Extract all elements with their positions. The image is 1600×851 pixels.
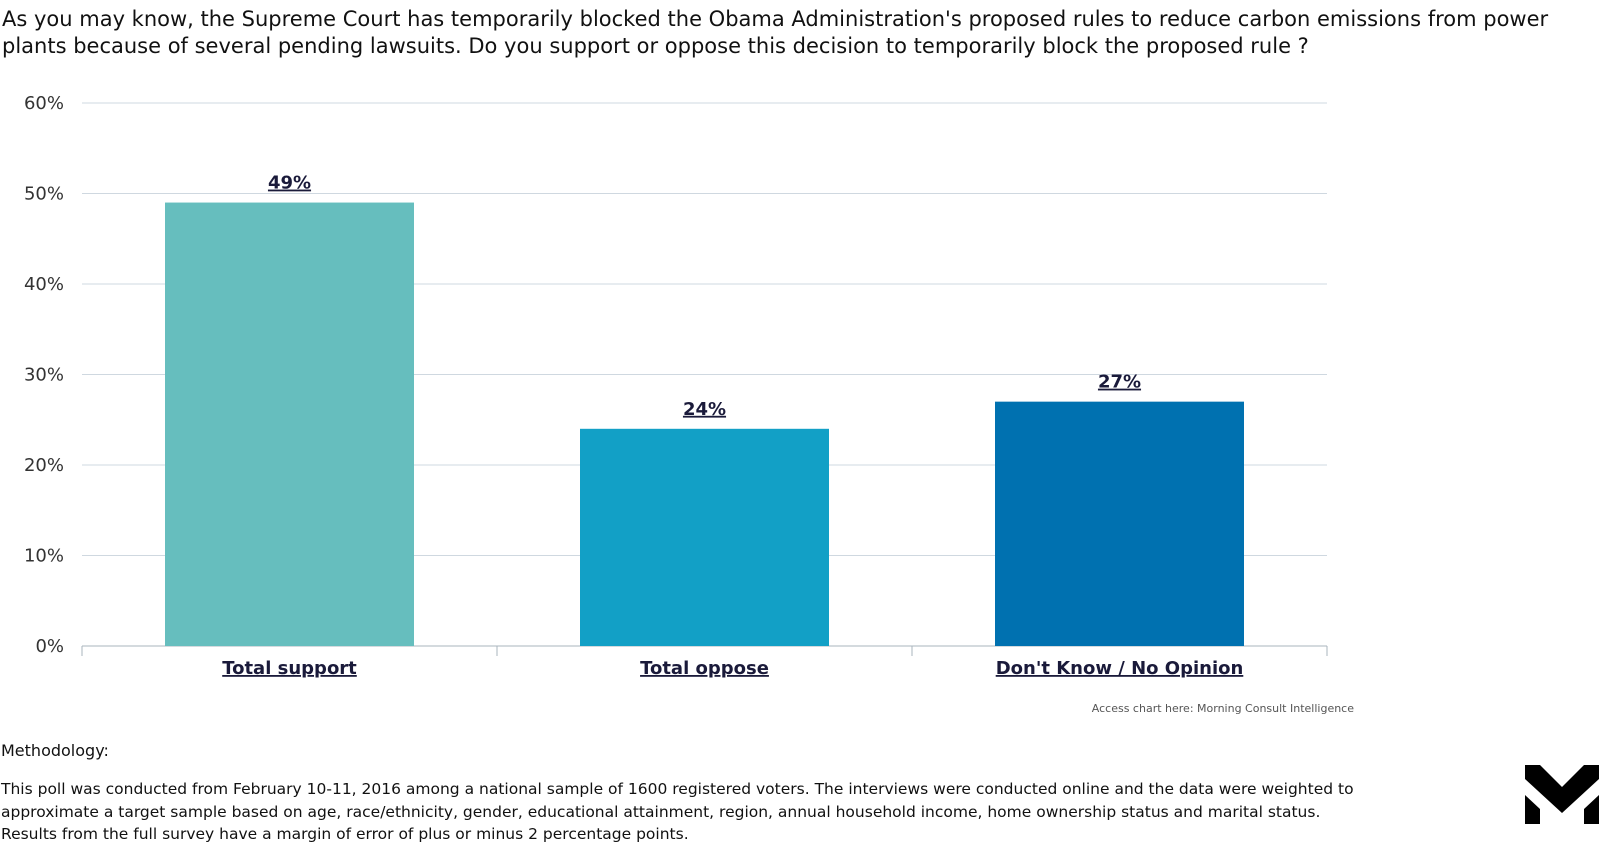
- x-category-label[interactable]: Don't Know / No Opinion: [996, 658, 1244, 679]
- x-category-label[interactable]: Total oppose: [640, 658, 769, 679]
- y-tick-label: 30%: [24, 365, 64, 386]
- x-category-label[interactable]: Total support: [222, 658, 357, 679]
- logo-lower-chevron: [1525, 795, 1540, 824]
- bar-chart: 0% 10% 20% 30% 40% 50% 60% 49% Total support 24% T…: [24, 93, 1328, 679]
- y-tick-label: 20%: [24, 455, 64, 476]
- y-tick-label: 50%: [24, 184, 64, 205]
- y-tick-label: 40%: [24, 274, 64, 295]
- source-link[interactable]: Access chart here: Morning Consult Intel…: [1091, 702, 1354, 715]
- methodology-heading: Methodology:: [1, 741, 109, 760]
- y-tick-label: 0%: [35, 636, 64, 657]
- y-tick-label: 10%: [24, 546, 64, 567]
- logo-upper-chevron: [1525, 765, 1599, 813]
- bar: [995, 401, 1244, 646]
- bar: [580, 428, 829, 646]
- data-label: 27%: [1098, 372, 1141, 393]
- methodology-text: This poll was conducted from February 10…: [1, 780, 1354, 843]
- y-tick-label: 60%: [24, 93, 64, 114]
- morning-consult-logo-icon: [1525, 765, 1599, 824]
- question-title: As you may know, the Supreme Court has t…: [2, 7, 1549, 58]
- bar: [165, 202, 414, 647]
- data-label: 49%: [268, 173, 311, 194]
- logo-lower-chevron-right: [1584, 795, 1599, 824]
- data-label: 24%: [683, 399, 726, 420]
